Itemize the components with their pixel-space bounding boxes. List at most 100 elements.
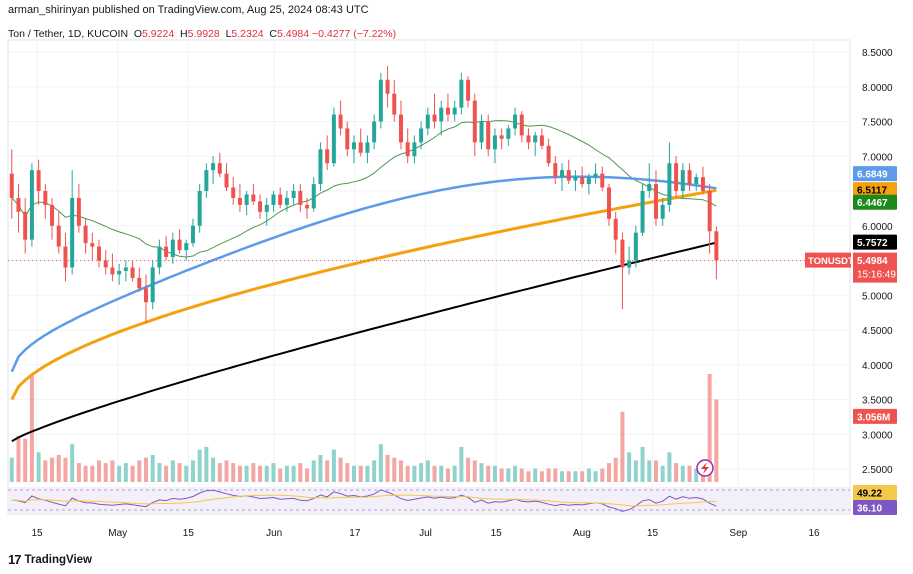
candle-body xyxy=(687,170,692,185)
candle-body xyxy=(620,239,625,268)
volume-bar xyxy=(398,460,403,482)
volume-bar xyxy=(486,465,491,482)
candle-body xyxy=(445,107,450,115)
volume-bar xyxy=(338,457,343,482)
time-tick-label: 15 xyxy=(183,528,195,539)
candle-body xyxy=(164,246,169,258)
volume-bar xyxy=(170,460,175,482)
volume-bar xyxy=(586,468,591,482)
ma-orange-label-bg xyxy=(853,182,897,198)
candle-body xyxy=(378,79,383,122)
price-tick-label: 7.5000 xyxy=(862,118,893,129)
candle-body xyxy=(97,246,102,261)
volume-bar xyxy=(318,455,323,482)
candle-body xyxy=(647,184,652,191)
candles[interactable] xyxy=(9,65,719,324)
volume-bar xyxy=(63,457,68,482)
volume-bar xyxy=(278,468,283,482)
volume-bar xyxy=(653,460,658,482)
candle-body xyxy=(325,149,330,164)
candle-body xyxy=(533,135,538,143)
candle-body xyxy=(580,177,585,185)
volume-bar xyxy=(352,465,357,482)
candle-body xyxy=(338,114,343,129)
time-tick-label: 16 xyxy=(808,528,820,539)
candle-body xyxy=(311,184,316,209)
volume-bar xyxy=(580,471,585,482)
price-tick-label: 2.5000 xyxy=(862,465,893,476)
ma-orange-label-text: 6.5117 xyxy=(857,186,887,197)
price-tick-label: 7.0000 xyxy=(862,152,893,163)
candle-body xyxy=(593,173,598,178)
volume-bar xyxy=(76,463,81,482)
price-tick-label: 6.0000 xyxy=(862,222,893,233)
volume-bar xyxy=(714,399,719,482)
volume-bar xyxy=(660,465,665,482)
volume-bar xyxy=(425,460,430,482)
candle-body xyxy=(425,114,430,129)
publisher-line: arman_shirinyan published on TradingView… xyxy=(8,4,369,16)
candle-body xyxy=(271,194,276,205)
volume-bar xyxy=(50,457,55,482)
candle-body xyxy=(143,288,148,303)
volume-bar xyxy=(607,463,612,482)
volume-bar xyxy=(466,457,471,482)
time-tick-label: Sep xyxy=(729,528,747,539)
symbol-tag-bg xyxy=(805,252,851,268)
ma-orange-line xyxy=(10,188,717,401)
volume-bar xyxy=(506,468,511,482)
volume-bar xyxy=(593,471,598,482)
candle-body xyxy=(486,121,491,150)
tradingview-mark-icon: 17 xyxy=(8,552,22,567)
candle-body xyxy=(439,107,444,122)
candle-body xyxy=(284,197,289,205)
candle-body xyxy=(103,260,108,268)
candle-body xyxy=(16,197,21,212)
volume-bar xyxy=(519,468,524,482)
volume-bar xyxy=(345,463,350,482)
ma-blue-line xyxy=(10,175,717,373)
ohlc-close: C5.4984 xyxy=(269,28,310,40)
volume-bar xyxy=(633,460,638,482)
volume-bar xyxy=(620,411,625,482)
volume-bar xyxy=(110,460,115,482)
candle-body xyxy=(640,191,645,233)
tradingview-logo[interactable]: 17 TradingView xyxy=(8,552,92,567)
volume-bar xyxy=(325,460,330,482)
candle-body xyxy=(607,187,612,219)
candle-body xyxy=(560,170,565,178)
volume-bar xyxy=(211,457,216,482)
volume-bar xyxy=(190,460,195,482)
time-tick-label: Aug xyxy=(573,528,591,539)
symbol-tag-text: TONUSDT xyxy=(808,256,854,267)
candle-body xyxy=(479,121,484,143)
candle-body xyxy=(392,93,397,115)
volume-bar xyxy=(472,460,477,482)
volume-bar xyxy=(264,465,269,482)
time-tick-label: May xyxy=(108,528,127,539)
volume-bar xyxy=(117,465,122,482)
candle-body xyxy=(492,135,497,150)
volume-bar xyxy=(157,463,162,482)
candle-body xyxy=(566,170,571,181)
volume-bar xyxy=(539,471,544,482)
volume-bar xyxy=(687,465,692,482)
volume-bar xyxy=(197,449,202,482)
symbol-description: Ton / Tether, 1D, KUCOIN xyxy=(8,28,129,40)
candle-body xyxy=(586,177,591,185)
volume-bar xyxy=(284,465,289,482)
volume-bar xyxy=(251,463,256,482)
rsi-label-bg xyxy=(853,500,897,515)
volume-bar xyxy=(566,471,571,482)
candle-body xyxy=(653,184,658,219)
volume-bar xyxy=(647,460,652,482)
time-tick-label: 15 xyxy=(491,528,503,539)
candle-body xyxy=(123,267,128,271)
candle-body xyxy=(405,142,410,157)
time-tick-label: Jun xyxy=(266,528,282,539)
candle-body xyxy=(694,177,699,185)
volume-bar xyxy=(9,457,14,482)
lightning-icon xyxy=(696,459,714,477)
volume-bar xyxy=(680,465,685,482)
